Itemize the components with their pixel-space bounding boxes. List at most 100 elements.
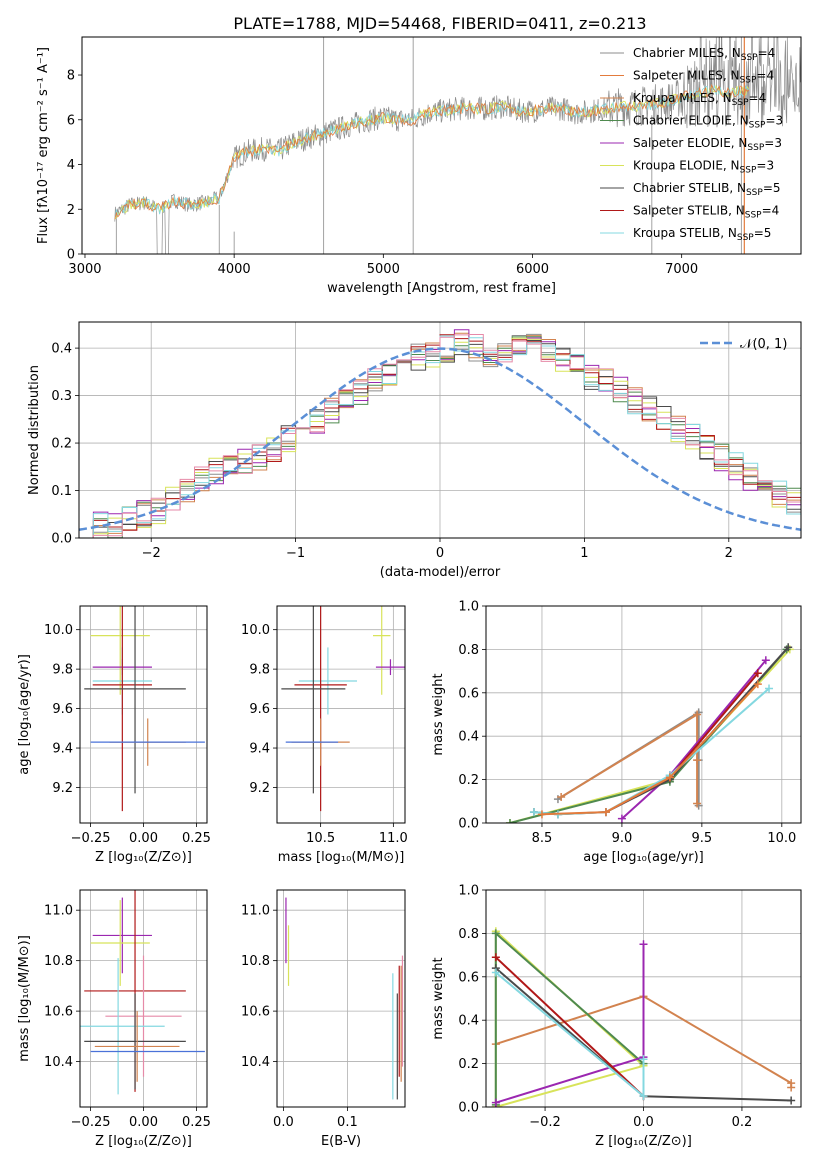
- mass-EBV-frame: [276, 889, 406, 1108]
- age-Z-point: [90, 606, 150, 695]
- residuals-y-tick-label: 0.0: [51, 532, 72, 547]
- residuals-plot-area: [79, 322, 801, 538]
- weight-age-x-tick-label: 9.5: [692, 831, 713, 846]
- series-marker: [787, 1096, 796, 1105]
- weight-age-frame: [485, 605, 802, 824]
- weight-age-y-tick-label: 0.0: [458, 817, 479, 832]
- weight-age-y-tick-label: 0.2: [458, 773, 479, 788]
- age-Z-y-tick-label: 9.2: [52, 781, 73, 796]
- spectrum-y-tick-label: 0: [67, 248, 75, 263]
- age-Z-y-tick-label: 9.6: [52, 702, 73, 717]
- plot-mass-Z: −0.25 0.00 0.25 10.4 10.6 10.8 11.0 Z [log₁₀(Z/…: [17, 889, 211, 1149]
- weight-age-y-tick-label: 0.8: [458, 643, 479, 658]
- age-Z-y-tick-label: 9.8: [52, 663, 73, 678]
- weight-Z-frame: [485, 889, 802, 1108]
- mass-Z-y-tick-label: 10.4: [44, 1055, 73, 1070]
- plot-spectrum: 3000 4000 5000 6000 7000 0 2 4 6 8 wavelength [Ang…: [36, 36, 802, 296]
- residuals-x-axis-label: (data-model)/error: [380, 565, 501, 580]
- mass-EBV-y-tick-label: 10.6: [241, 1005, 270, 1020]
- weight-age-y-tick-label: 0.6: [458, 686, 479, 701]
- plot-residuals: −2 −1 0 1 2 0.0 0.1 0.2 0.3 0.4 (data-model)/error…: [27, 321, 802, 580]
- mass-Z-y-tick-label: 11.0: [44, 904, 73, 919]
- plot-age-mass: 10.5 11.0 9.2 9.4 9.6 9.8 10.0 mass [log₁₀(M/M⊙…: [241, 605, 408, 865]
- series-marker: [529, 808, 538, 817]
- age-mass-y-tick-label: 9.8: [249, 663, 270, 678]
- age-Z-frame: [79, 605, 208, 824]
- weight-Z-series: [491, 927, 648, 1107]
- age-mass-x-tick-label: 10.5: [306, 831, 335, 846]
- series-marker: [693, 756, 702, 765]
- series-marker: [491, 929, 500, 938]
- normal-curve: [79, 347, 801, 531]
- age-Z-point: [84, 606, 186, 794]
- mass-EBV-plot-area: [277, 890, 405, 1107]
- weight-age-x-tick-label: 9.0: [612, 831, 633, 846]
- age-mass-y-tick-label: 9.6: [249, 702, 270, 717]
- legend-entry: Kroupa STELIB, NSSP=5: [633, 226, 771, 243]
- age-mass-x-axis-label: mass [log₁₀(M/M⊙)]: [278, 850, 405, 865]
- series-marker: [753, 669, 762, 678]
- residuals-frame: [78, 321, 802, 539]
- series-marker: [693, 710, 702, 719]
- weight-age-x-axis-label: age [log₁₀(age/yr)]: [583, 850, 704, 865]
- mass-Z-point: [90, 900, 150, 986]
- mass-Z-point: [92, 897, 152, 974]
- residuals-x-tick-label: −2: [142, 546, 161, 561]
- age-mass-point: [281, 606, 346, 794]
- residual-histogram: [79, 334, 801, 538]
- spectrum-legend: Chabrier MILES, NSSP=4 Salpeter MILES, NS…: [600, 46, 783, 243]
- series-marker: [639, 1092, 648, 1101]
- residuals-y-tick-label: 0.2: [51, 437, 72, 452]
- mass-Z-point: [80, 958, 165, 1095]
- series-marker: [491, 1098, 500, 1107]
- residual-histogram: [79, 337, 801, 538]
- series-marker: [491, 953, 500, 962]
- age-Z-y-tick-label: 9.4: [52, 742, 73, 757]
- mass-EBV-x-tick-label: 0.0: [273, 1115, 294, 1130]
- age-mass-y-tick-label: 9.4: [249, 742, 270, 757]
- mass-Z-point: [84, 993, 186, 1090]
- spectrum-x-tick-label: 7000: [665, 262, 698, 277]
- legend-entry: Salpeter ELODIE, NSSP=3: [633, 136, 782, 153]
- mass-Z-y-tick-label: 10.6: [44, 1005, 73, 1020]
- weight-age-x-tick-label: 8.5: [532, 831, 553, 846]
- weight-Z-y-tick-label: 0.2: [458, 1057, 479, 1072]
- legend-entry: Chabrier MILES, NSSP=4: [633, 46, 775, 63]
- mass-Z-frame: [79, 889, 208, 1108]
- weight-age-y-tick-label: 1.0: [458, 600, 479, 615]
- weight-Z-x-tick-label: −0.2: [529, 1115, 561, 1130]
- spectrum-y-axis-label: Flux [fλ10⁻¹⁷ erg cm⁻² s⁻¹ A⁻¹]: [36, 47, 51, 244]
- series-marker: [665, 773, 674, 782]
- weight-age-x-tick-label: 10.0: [767, 831, 796, 846]
- plot-weight-Z: −0.2 0.0 0.2 0.0 0.2 0.4 0.6 0.8 1.0 Z [log₁₀(Z/Z…: [431, 884, 802, 1149]
- age-Z-y-tick-label: 10.0: [44, 623, 73, 638]
- weight-Z-series: [491, 940, 648, 1107]
- mass-EBV-y-tick-label: 10.4: [241, 1055, 270, 1070]
- spectrum-plot-area: [114, 37, 801, 254]
- legend-entry: Chabrier ELODIE, NSSP=3: [633, 114, 783, 131]
- weight-Z-y-axis-label: mass weight: [431, 957, 446, 1039]
- spectrum-x-tick-label: 5000: [367, 262, 400, 277]
- series-marker: [639, 940, 648, 949]
- mass-Z-plot-area: [80, 890, 207, 1107]
- age-Z-x-tick-label: 0.25: [182, 831, 211, 846]
- legend-entry: Salpeter MILES, NSSP=4: [633, 69, 774, 86]
- age-mass-point: [373, 606, 391, 695]
- mass-Z-y-axis-label: mass [log₁₀(M/M⊙)]: [17, 935, 32, 1062]
- age-Z-plot-area: [80, 606, 207, 823]
- residuals-y-tick-label: 0.3: [51, 389, 72, 404]
- spectrum-y-tick-label: 6: [67, 113, 75, 128]
- plot-mass-EBV: 0.0 0.1 10.4 10.6 10.8 11.0 E(B-V): [241, 889, 406, 1149]
- spectrum-x-tick-label: 4000: [218, 262, 251, 277]
- weight-Z-series: [491, 929, 648, 1107]
- plot-weight-age: 8.5 9.0 9.5 10.0 0.0 0.2 0.4 0.6 0.8 1.0 age [log₁…: [431, 600, 802, 865]
- age-Z-x-tick-label: 0.00: [129, 831, 158, 846]
- series-marker: [765, 684, 774, 693]
- residuals-x-tick-label: 1: [580, 546, 588, 561]
- age-Z-point: [92, 606, 152, 812]
- age-Z-x-tick-label: −0.25: [71, 831, 111, 846]
- weight-Z-y-tick-label: 0.6: [458, 970, 479, 985]
- weight-age-y-tick-label: 0.4: [458, 730, 479, 745]
- spectrum-x-tick-label: 3000: [68, 262, 101, 277]
